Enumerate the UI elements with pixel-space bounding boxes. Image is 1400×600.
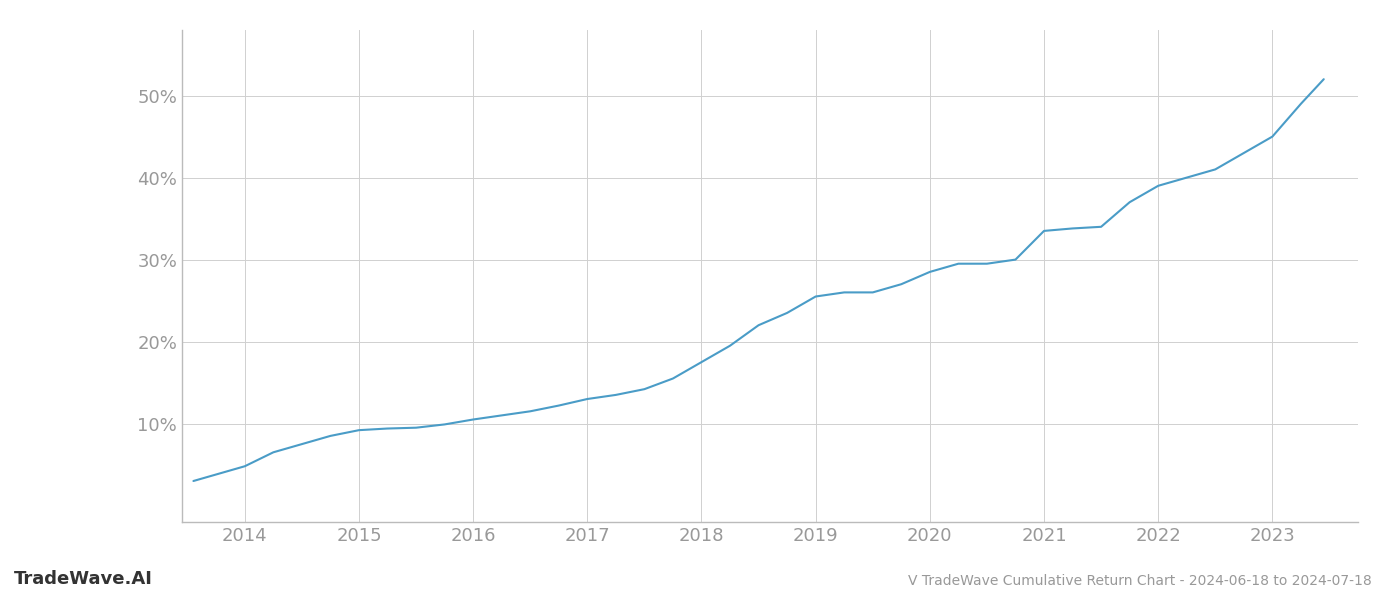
Text: V TradeWave Cumulative Return Chart - 2024-06-18 to 2024-07-18: V TradeWave Cumulative Return Chart - 20… [909, 574, 1372, 588]
Text: TradeWave.AI: TradeWave.AI [14, 570, 153, 588]
